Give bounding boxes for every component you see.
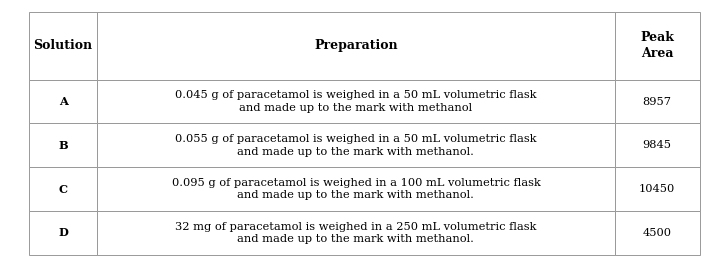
Bar: [29, 12, 97, 80]
Bar: [97, 80, 615, 124]
Text: 4500: 4500: [643, 228, 672, 238]
Bar: [97, 211, 615, 255]
Bar: [29, 124, 97, 167]
Text: C: C: [58, 184, 68, 195]
Text: 10450: 10450: [639, 184, 675, 194]
Bar: [97, 12, 615, 80]
Text: Preparation: Preparation: [314, 39, 397, 52]
Bar: [29, 211, 97, 255]
Text: A: A: [58, 96, 68, 107]
Text: 9845: 9845: [643, 140, 672, 150]
Bar: [615, 211, 700, 255]
Text: B: B: [58, 140, 68, 151]
Bar: [615, 80, 700, 124]
Bar: [29, 80, 97, 124]
Text: 0.045 g of paracetamol is weighed in a 50 mL volumetric flask
and made up to the: 0.045 g of paracetamol is weighed in a 5…: [175, 90, 536, 113]
Text: D: D: [58, 227, 68, 238]
Bar: [97, 124, 615, 167]
Text: Peak
Area: Peak Area: [640, 31, 674, 60]
Text: Solution: Solution: [34, 39, 93, 52]
Bar: [29, 167, 97, 211]
Text: 32 mg of paracetamol is weighed in a 250 mL volumetric flask
and made up to the : 32 mg of paracetamol is weighed in a 250…: [175, 222, 536, 244]
Text: 8957: 8957: [643, 97, 672, 107]
Bar: [615, 12, 700, 80]
Text: 0.055 g of paracetamol is weighed in a 50 mL volumetric flask
and made up to the: 0.055 g of paracetamol is weighed in a 5…: [175, 134, 536, 157]
Bar: [615, 124, 700, 167]
Text: 0.095 g of paracetamol is weighed in a 100 mL volumetric flask
and made up to th: 0.095 g of paracetamol is weighed in a 1…: [171, 178, 540, 200]
Bar: [615, 167, 700, 211]
Bar: [97, 167, 615, 211]
